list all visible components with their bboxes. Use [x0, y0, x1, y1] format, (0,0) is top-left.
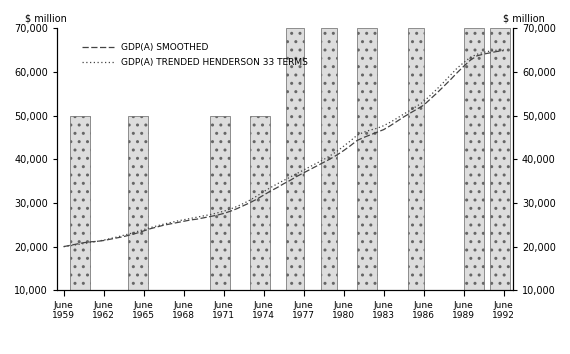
GDP(A) SMOOTHED: [500, 48, 507, 53]
GDP(A) TRENDED HENDERSON 33 TERMS: [393, 116, 400, 120]
Bar: [70, 116, 90, 290]
Legend: GDP(A) SMOOTHED, GDP(A) TRENDED HENDERSON 33 TERMS: GDP(A) SMOOTHED, GDP(A) TRENDED HENDERSO…: [80, 41, 311, 69]
Bar: [128, 116, 148, 290]
GDP(A) TRENDED HENDERSON 33 TERMS: [500, 47, 507, 52]
Text: $ million: $ million: [503, 13, 545, 23]
Line: GDP(A) TRENDED HENDERSON 33 TERMS: GDP(A) TRENDED HENDERSON 33 TERMS: [64, 50, 504, 247]
GDP(A) SMOOTHED: [160, 223, 167, 227]
Line: GDP(A) SMOOTHED: GDP(A) SMOOTHED: [64, 51, 504, 247]
GDP(A) TRENDED HENDERSON 33 TERMS: [160, 222, 167, 226]
GDP(A) SMOOTHED: [474, 54, 481, 58]
Bar: [490, 28, 510, 290]
GDP(A) TRENDED HENDERSON 33 TERMS: [474, 52, 481, 56]
GDP(A) TRENDED HENDERSON 33 TERMS: [60, 245, 67, 249]
Bar: [210, 116, 230, 290]
Bar: [463, 28, 484, 290]
GDP(A) TRENDED HENDERSON 33 TERMS: [127, 232, 134, 236]
Bar: [357, 28, 377, 290]
GDP(A) TRENDED HENDERSON 33 TERMS: [240, 201, 247, 206]
GDP(A) SMOOTHED: [240, 204, 247, 208]
Bar: [286, 28, 304, 290]
GDP(A) SMOOTHED: [260, 193, 267, 197]
GDP(A) SMOOTHED: [60, 245, 67, 249]
Bar: [250, 116, 270, 290]
Bar: [321, 28, 337, 290]
GDP(A) SMOOTHED: [393, 119, 400, 124]
Text: $ million: $ million: [25, 13, 67, 23]
Bar: [408, 28, 424, 290]
GDP(A) TRENDED HENDERSON 33 TERMS: [260, 189, 267, 194]
GDP(A) SMOOTHED: [127, 233, 134, 237]
